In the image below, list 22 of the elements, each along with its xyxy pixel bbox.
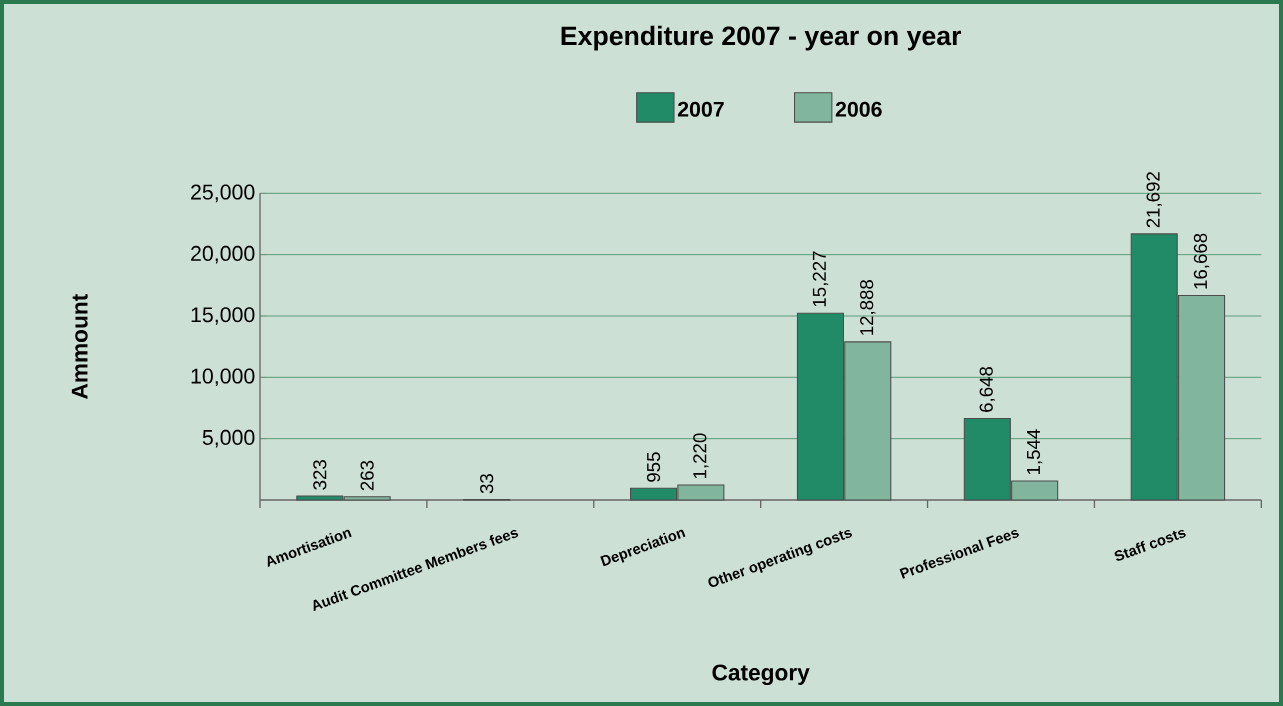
data-label: 263 (360, 460, 374, 491)
y-tick-label: 5,000 (202, 429, 255, 448)
y-tick-label: 15,000 (191, 307, 255, 325)
data-label: 1,220 (693, 433, 709, 478)
y-tick-label: 25,000 (191, 184, 255, 203)
data-label: 955 (646, 452, 661, 482)
legend-label: 2006 (835, 101, 882, 117)
data-label: 6,648 (979, 366, 996, 412)
x-tick-label: Staff costs (1114, 529, 1186, 561)
data-label: 16,668 (1193, 233, 1210, 289)
y-tick-label: 20,000 (191, 245, 255, 264)
data-label: 323 (313, 460, 327, 490)
data-label: 21,692 (1146, 172, 1162, 228)
data-label: 12,888 (860, 280, 876, 335)
legend-label: 2007 (677, 101, 724, 117)
y-tick-label: 10,000 (191, 368, 255, 387)
data-label: 33 (480, 474, 494, 494)
y-axis-title: Ammount (71, 294, 88, 399)
data-label: 1,544 (1027, 429, 1043, 475)
chart-title: Expenditure 2007 - year on year (561, 25, 962, 51)
data-label: 15,227 (812, 251, 829, 307)
x-axis-title: Category (712, 664, 810, 686)
